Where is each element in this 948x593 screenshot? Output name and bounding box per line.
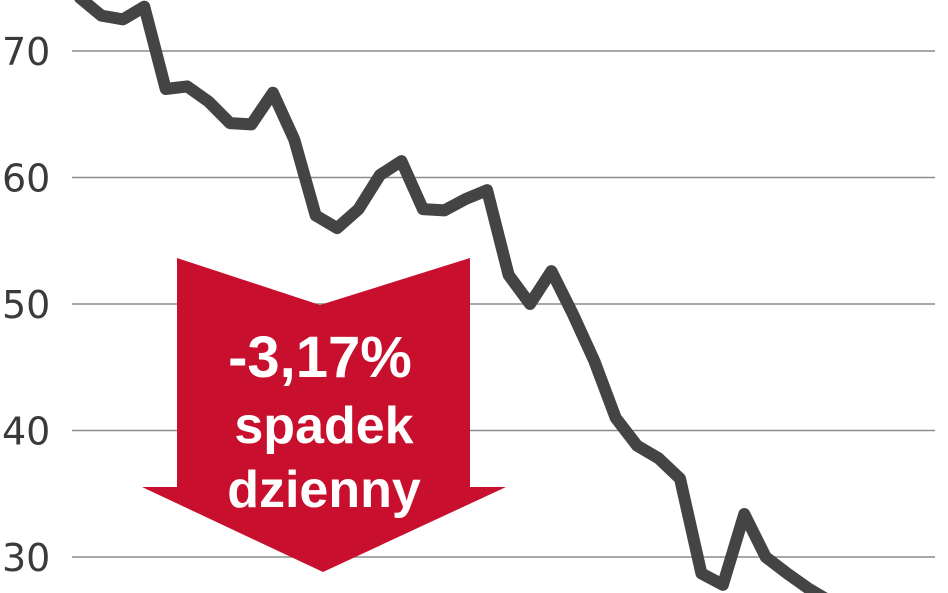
daily-drop-annotation: -3,17% spadek dzienny <box>142 258 506 572</box>
drop-percent: -3,17% <box>228 325 412 390</box>
y-tick-label: 70 <box>2 30 50 74</box>
price-line <box>74 0 828 593</box>
down-arrow-icon <box>142 258 506 572</box>
drop-label-line1: spadek <box>234 397 413 455</box>
y-tick-label: 60 <box>2 157 50 201</box>
drop-label-line2: dzienny <box>227 461 421 519</box>
y-tick-labels: 70 60 50 40 30 <box>2 30 50 580</box>
y-tick-label: 40 <box>2 410 50 454</box>
y-tick-label: 30 <box>2 536 50 580</box>
y-tick-label: 50 <box>2 283 50 327</box>
